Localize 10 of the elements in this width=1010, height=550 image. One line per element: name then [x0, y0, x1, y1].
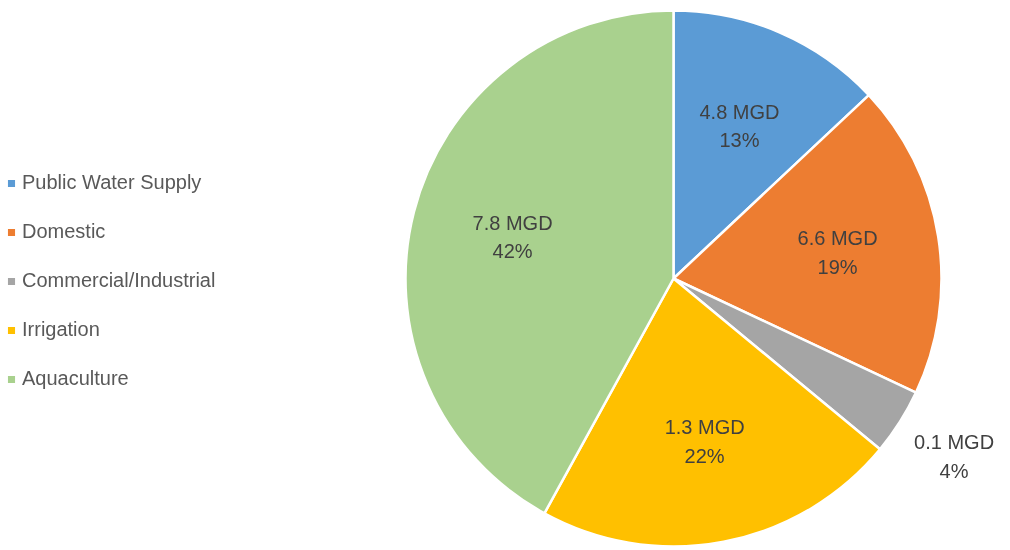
legend-label: Aquaculture — [22, 367, 129, 390]
legend-label: Commercial/Industrial — [22, 269, 216, 292]
legend-label: Domestic — [22, 220, 106, 243]
legend-label: Public Water Supply — [22, 171, 202, 194]
legend-label: Irrigation — [22, 318, 100, 341]
data-label: 0.1 MGD 4% — [914, 431, 995, 482]
data-label: 6.6 MGD 19% — [797, 227, 878, 278]
data-label: 4.8 MGD 13% — [699, 100, 780, 152]
data-label: 7.8 MGD 42% — [472, 211, 553, 263]
data-label: 1.3 MGD 22% — [664, 416, 745, 468]
